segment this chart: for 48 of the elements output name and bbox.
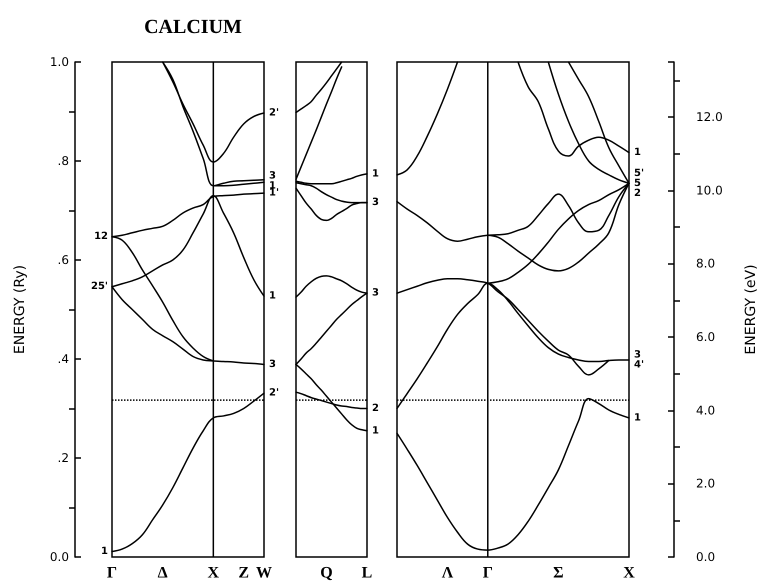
annotation: 12 (94, 231, 108, 242)
chart-title: CALCIUM (144, 16, 242, 38)
y-tick-label: .2 (58, 451, 69, 465)
annotation: 5 (634, 178, 641, 189)
x-tick-label: Q (320, 564, 333, 582)
x-tick-label: Γ (106, 564, 118, 582)
annotation: 1 (634, 147, 641, 158)
x-tick-label: Z (238, 564, 250, 582)
annotation: 3 (269, 358, 276, 370)
x-tick-label: W (256, 564, 272, 582)
y2-tick-label: 0.0 (696, 550, 716, 564)
y-tick-label: 1.0 (50, 55, 69, 69)
y-tick-label: .6 (58, 253, 69, 267)
annotation: 1 (269, 290, 276, 302)
annotation: 1 (372, 168, 379, 180)
annotation: 2' (372, 403, 382, 414)
annotation: 2 (634, 188, 641, 199)
y2-axis-title: ENERGY (eV) (743, 264, 759, 355)
annotation: 3 (372, 197, 379, 208)
y2-tick-label: 4.0 (696, 403, 716, 418)
annotation: 3 (634, 349, 641, 360)
y2-tick-label: 6.0 (696, 330, 716, 344)
y-tick-label: .8 (58, 154, 69, 168)
annotation: 1' (269, 188, 280, 199)
x-tick-label: X (623, 564, 636, 582)
x-tick-label: L (362, 564, 372, 582)
y-axis-title: ENERGY (Ry) (12, 264, 28, 354)
y-tick-label: 0.0 (50, 550, 69, 564)
annotation: 5' (634, 168, 644, 179)
x-tick-label: Δ (158, 564, 168, 582)
y2-tick-label: 2.0 (696, 476, 716, 491)
annotation: 3 (372, 288, 379, 299)
y-tick-label: .4 (58, 352, 69, 366)
x-tick-label: Γ (482, 564, 493, 582)
x-tick-label: Λ (442, 564, 454, 582)
annotation: 25' (91, 281, 108, 292)
annotation: 1 (634, 412, 641, 424)
y2-tick-label: 10.0 (696, 183, 723, 198)
annotation: 1 (101, 546, 108, 558)
annotation: 4' (634, 359, 644, 370)
annotation: 2' (269, 107, 280, 118)
y2-tick-label: 12.0 (696, 110, 723, 124)
x-tick-label: X (208, 564, 220, 582)
annotation: 2' (269, 388, 280, 399)
annotation: 3 (269, 170, 276, 182)
x-tick-label: Σ (553, 564, 564, 582)
y2-tick-label: 8.0 (696, 256, 716, 271)
annotation: 1 (372, 425, 379, 436)
